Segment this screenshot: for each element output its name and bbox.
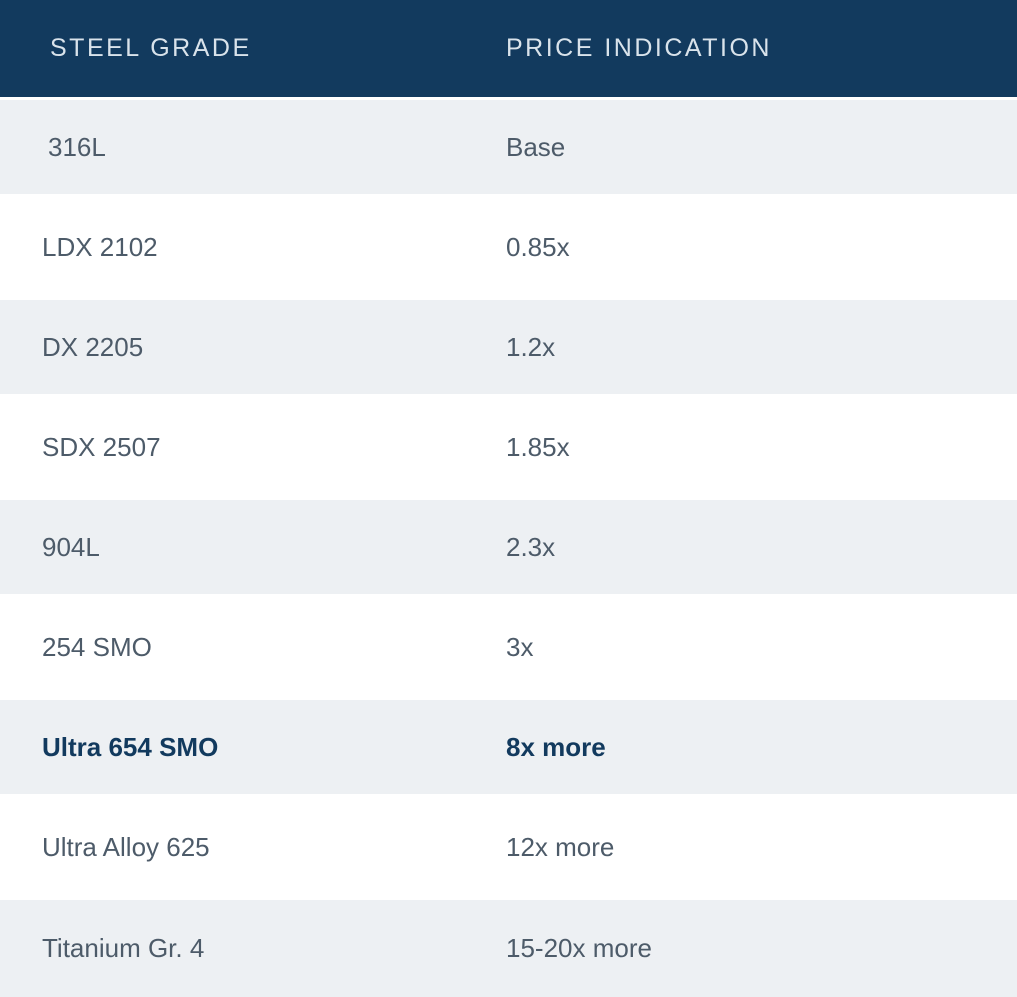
table-row: LDX 2102 0.85x — [0, 197, 1017, 297]
table-row: 254 SMO 3x — [0, 597, 1017, 697]
price-indication-cell: 0.85x — [506, 231, 570, 262]
table-row: SDX 2507 1.85x — [0, 397, 1017, 497]
table-row: 904L 2.3x — [0, 497, 1017, 597]
steel-grade-cell: Ultra 654 SMO — [42, 731, 219, 762]
price-indication-cell: 15-20x more — [506, 933, 652, 963]
price-indication-cell: Base — [506, 131, 566, 162]
steel-grade-cell: 904L — [42, 531, 100, 562]
steel-grade-cell: DX 2205 — [42, 331, 144, 362]
price-indication-cell: 3x — [506, 631, 534, 662]
steel-grade-cell: SDX 2507 — [42, 431, 161, 462]
table-row: DX 2205 1.2x — [0, 297, 1017, 397]
price-indication-cell: 2.3x — [506, 531, 556, 562]
table-row: Titanium Gr. 4 15-20x more — [0, 897, 1017, 997]
steel-grade-cell: Titanium Gr. 4 — [42, 933, 205, 963]
steel-grade-cell: 316L — [48, 131, 106, 162]
price-indication-cell: 12x more — [506, 831, 615, 862]
price-indication-cell: 8x more — [506, 731, 606, 762]
steel-grade-cell: Ultra Alloy 625 — [42, 831, 210, 862]
table-row-emphasized: Ultra 654 SMO 8x more — [0, 697, 1017, 797]
steel-grade-cell: LDX 2102 — [42, 231, 158, 262]
table-header-row: STEEL GRADE PRICE INDICATION — [0, 0, 1017, 97]
table-row: 316L Base — [0, 97, 1017, 197]
price-indication-cell: 1.2x — [506, 331, 556, 362]
column-header-steel-grade: STEEL GRADE — [50, 34, 252, 62]
column-header-price-indication: PRICE INDICATION — [506, 34, 772, 62]
table-row: Ultra Alloy 625 12x more — [0, 797, 1017, 897]
steel-grade-cell: 254 SMO — [42, 631, 152, 662]
price-indication-cell: 1.85x — [506, 431, 570, 462]
